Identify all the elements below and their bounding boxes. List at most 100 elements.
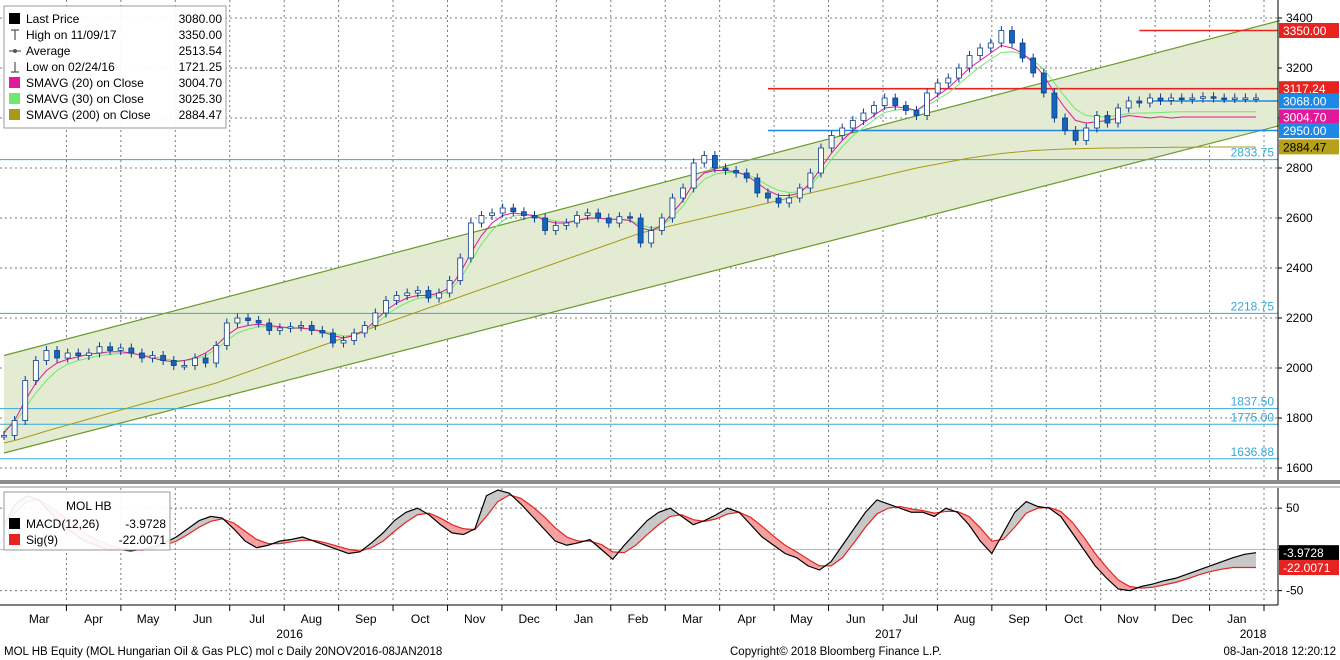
axis-value-tag [1279,81,1339,97]
legend-value: 2513.54 [179,44,223,58]
candle-body [1178,97,1185,100]
candle-body [1072,130,1079,141]
candle-body [446,280,453,294]
candle-body [966,55,973,69]
candle-body [245,317,251,321]
macd-legend-box [3,491,171,551]
macd-fill-segment [1095,553,1107,579]
price-legend-rows: Last Price 3080.00 High on 11/09/17 3350.00… [9,12,222,122]
x-month-label: Feb [628,612,649,626]
candle-body [552,225,559,231]
macd-fill-segment [451,524,464,535]
candle-body [1146,97,1153,104]
x-month-label: Aug [954,612,975,626]
candle-body [542,217,549,231]
candle-body [584,212,591,216]
candle-body [276,327,283,331]
candle-body [436,292,442,299]
candle-body [96,346,103,354]
macd-legend-value: -3.9728 [125,517,166,531]
price-y-tick-label: 3400 [1286,11,1313,25]
price-y-tick-label: 1600 [1286,461,1313,475]
axis-value-tag-label: 3004.70 [1283,110,1327,124]
macd-legend-label: MACD(12,26) [26,517,99,531]
macd-fill-segment [750,517,763,538]
candle-body [796,187,803,199]
x-month-label: Oct [1064,612,1083,626]
candle-body [202,357,209,364]
x-month-label: Jun [846,612,865,626]
candle-body [1200,96,1206,99]
footer-security: MOL HB Equity (MOL Hungarian Oil & Gas P… [4,646,442,658]
macd-legend-swatch [9,518,20,529]
macd-fill-segment [520,498,533,517]
candle-body [32,360,39,381]
x-month-label: Apr [84,612,103,626]
macd-fill-segment [1175,574,1188,583]
candle-body [181,365,188,368]
macd-fill-segment [394,512,407,532]
axis-value-tag [1279,123,1339,138]
legend-label: High on 11/09/17 [26,28,117,42]
candle-body [754,177,761,194]
macd-panel: 500-50 -3.9728-22.0071 [0,488,1339,605]
candle-body [43,350,50,361]
price-y-tick-label: 1800 [1286,411,1313,425]
macd-fill-segment [245,531,257,548]
macd-fill-segment [1233,554,1245,568]
macd-fill-segment [371,532,384,548]
legend-swatch [9,93,20,104]
candle-body [234,317,241,324]
candle-body [170,360,177,366]
legend-value: 3350.00 [179,28,223,42]
price-y-tick-label: 2400 [1286,261,1313,275]
price-y-tick-label: 2600 [1286,211,1313,225]
macd-fill-segment [762,526,774,546]
candle-body [287,326,294,329]
candle-body [1136,100,1143,104]
candle-body [1051,92,1058,119]
axis-value-tag-label: 3117.24 [1283,82,1326,96]
price-candles [1,26,1259,440]
panel-separator[interactable] [0,480,1340,484]
candle-body [669,197,676,219]
candle-body [775,197,782,204]
candle-body [404,292,411,296]
legend-swatch [9,13,20,24]
candle-body [743,172,750,179]
fib-level-label: 2833.75 [1231,146,1275,160]
candle-body [733,170,740,174]
candle-body [467,222,474,259]
candle-body [563,222,570,226]
candle-body [266,322,273,331]
x-month-label: Jan [1227,612,1246,626]
price-y-tick-label: 2200 [1286,311,1313,325]
macd-right-tags: -3.9728-22.0071 [1279,545,1339,576]
candle-body [881,97,888,106]
candle-body [393,295,400,301]
candle-body [1168,97,1175,101]
macd-fill-segment [1221,557,1234,570]
high-marker-icon [11,29,19,40]
footer-timestamp: 08-Jan-2018 12:20:12 [1223,646,1336,658]
x-month-label: Sep [1008,612,1030,626]
candle-body [361,325,368,334]
x-month-label: Oct [411,612,430,626]
x-year-label: 2017 [875,627,902,641]
macd-legend-swatch [9,534,20,545]
macd-fill-segment [842,528,854,558]
candle-body [520,211,527,216]
candle-body [913,110,920,116]
candle-body [722,167,729,171]
average-marker-dot [13,49,17,53]
candle-body [680,187,686,199]
candle-body [128,347,135,354]
candle-body [701,155,708,164]
x-month-label: Dec [1172,612,1193,626]
candle-body [818,147,824,174]
candle-body [860,112,867,121]
candle-body [987,42,994,49]
candle-body [330,332,336,344]
candle-body [934,82,941,94]
